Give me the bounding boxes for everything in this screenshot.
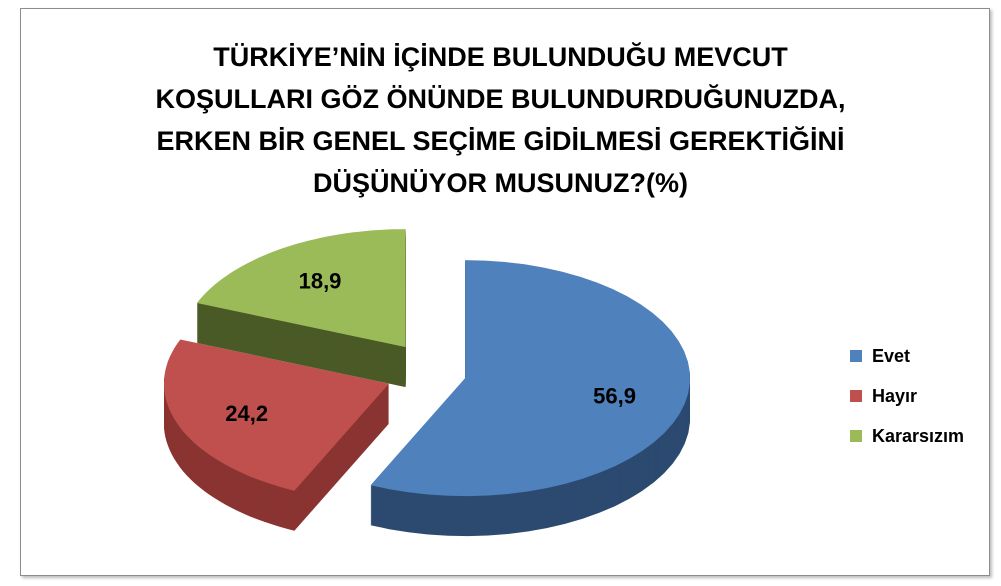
legend-item-evet: Evet bbox=[850, 336, 964, 376]
legend-item-kararsizim: Kararsızım bbox=[850, 416, 964, 456]
legend-label: Evet bbox=[872, 345, 911, 366]
title-line: DÜŞÜNÜYOR MUSUNUZ?(%) bbox=[313, 168, 688, 198]
pie-slice-kararsızım bbox=[196, 229, 406, 388]
legend-swatch bbox=[850, 390, 862, 402]
legend-label: Kararsızım bbox=[872, 425, 965, 446]
pie-slice-evet bbox=[370, 260, 690, 537]
slice-top bbox=[370, 260, 690, 497]
title-line: KOŞULLARI GÖZ ÖNÜNDE BULUNDURDUĞUNUZDA, bbox=[155, 84, 846, 114]
slice-top bbox=[196, 229, 406, 348]
legend-swatch bbox=[850, 430, 862, 442]
legend-label: Hayır bbox=[872, 385, 918, 406]
title-line: ERKEN BİR GENEL SEÇİME GİDİLMESİ GEREKTİ… bbox=[156, 126, 845, 156]
legend-item-hayir: Hayır bbox=[850, 376, 964, 416]
data-label: 18,9 bbox=[299, 269, 342, 294]
title-line: TÜRKİYE’NİN İÇİNDE BULUNDUĞU MEVCUT bbox=[213, 42, 788, 72]
slice-top bbox=[164, 339, 389, 491]
legend-swatch bbox=[850, 350, 862, 362]
pie-slice-hayır bbox=[164, 339, 389, 531]
legend: Evet Hayır Kararsızım bbox=[850, 336, 964, 456]
data-label: 24,2 bbox=[225, 401, 268, 426]
data-label: 56,9 bbox=[593, 383, 636, 408]
chart-title: TÜRKİYE’NİN İÇİNDE BULUNDUĞU MEVCUT KOŞU… bbox=[0, 36, 1001, 204]
